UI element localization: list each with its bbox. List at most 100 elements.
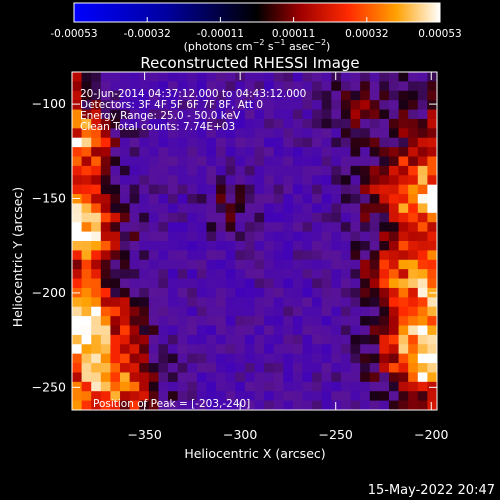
- heatmap-cell: [110, 278, 121, 289]
- heatmap-cell: [206, 100, 217, 111]
- y-tick-label: −150: [32, 191, 66, 206]
- heatmap-cell: [398, 156, 409, 167]
- heatmap-cell: [72, 297, 83, 308]
- heatmap-cell: [369, 81, 380, 92]
- heatmap-cell: [321, 278, 332, 289]
- heatmap-cell: [206, 241, 217, 251]
- heatmap-cell: [350, 184, 361, 195]
- heatmap-cell: [264, 118, 275, 129]
- heatmap-cell: [379, 259, 390, 270]
- heatmap-cell: [398, 269, 409, 280]
- heatmap-cell: [177, 372, 188, 383]
- heatmap-cell: [254, 81, 265, 92]
- heatmap-cell: [187, 165, 198, 176]
- heatmap-cell: [273, 278, 284, 289]
- heatmap-cell: [379, 156, 390, 167]
- heatmap-cell: [312, 231, 323, 242]
- heatmap-cell: [302, 278, 313, 289]
- heatmap-cell: [225, 118, 236, 129]
- heatmap-cell: [110, 165, 121, 176]
- heatmap-cell: [177, 128, 188, 139]
- heatmap-cell: [72, 344, 83, 355]
- heatmap-cell: [158, 287, 169, 298]
- heatmap-cell: [388, 287, 400, 298]
- heatmap-cell: [177, 203, 188, 214]
- heatmap-cell: [388, 259, 400, 270]
- heatmap-cell: [100, 156, 112, 167]
- heatmap-cell: [273, 128, 284, 139]
- heatmap-cell: [120, 334, 131, 345]
- heatmap-cell: [331, 212, 342, 223]
- heatmap-cell: [216, 325, 227, 336]
- heatmap-cell: [206, 344, 217, 355]
- heatmap-cell: [292, 372, 304, 383]
- heatmap-cell: [350, 334, 361, 345]
- heatmap-cell: [225, 90, 236, 101]
- heatmap-cell: [254, 90, 265, 101]
- heatmap-cell: [417, 344, 428, 355]
- heatmap-cell: [379, 147, 390, 158]
- heatmap-cell: [254, 165, 265, 176]
- heatmap-cell: [283, 259, 294, 270]
- heatmap-cell: [302, 165, 313, 176]
- heatmap-cell: [148, 231, 160, 242]
- heatmap-cell: [273, 165, 284, 176]
- heatmap-cell: [225, 100, 236, 111]
- heatmap-cell: [321, 287, 332, 298]
- heatmap-cell: [81, 147, 92, 158]
- heatmap-cell: [254, 118, 265, 129]
- heatmap-cell: [273, 212, 284, 223]
- heatmap-cell: [379, 222, 390, 233]
- heatmap-cell: [225, 147, 236, 158]
- heatmap-cell: [72, 325, 83, 336]
- heatmap-cell: [225, 278, 236, 289]
- heatmap-cell: [177, 278, 188, 289]
- heatmap-cell: [148, 175, 160, 186]
- heatmap-cell: [379, 184, 390, 195]
- heatmap-cell: [408, 316, 419, 327]
- heatmap-cell: [369, 334, 380, 345]
- heatmap-cell: [206, 391, 217, 402]
- heatmap-cell: [302, 344, 313, 355]
- heatmap-cell: [388, 72, 400, 82]
- heatmap-cell: [196, 250, 208, 261]
- heatmap-cell: [225, 363, 236, 374]
- heatmap-cell: [148, 259, 160, 270]
- heatmap-cell: [302, 194, 313, 205]
- heatmap-cell: [235, 353, 246, 364]
- heatmap-cell: [302, 391, 313, 402]
- heatmap-cell: [302, 156, 313, 167]
- heatmap-cell: [187, 287, 198, 298]
- heatmap-cell: [235, 391, 246, 402]
- heatmap-cell: [206, 250, 217, 261]
- heatmap-cell: [196, 391, 208, 402]
- heatmap-cell: [206, 156, 217, 167]
- heatmap-cell: [148, 344, 160, 355]
- heatmap-cell: [379, 381, 390, 392]
- heatmap-cell: [72, 203, 83, 214]
- heatmap-cell: [129, 259, 140, 270]
- heatmap-cell: [196, 128, 208, 139]
- heatmap-cell: [148, 306, 160, 317]
- heatmap-cell: [360, 137, 371, 148]
- heatmap-cell: [235, 316, 246, 327]
- heatmap-cell: [254, 212, 265, 223]
- heatmap-cell: [408, 306, 419, 317]
- heatmap-cell: [340, 81, 352, 92]
- heatmap-cell: [379, 137, 390, 148]
- heatmap-cell: [72, 306, 83, 317]
- heatmap-cell: [408, 381, 419, 392]
- heatmap-cell: [417, 325, 428, 336]
- heatmap-cell: [110, 269, 121, 280]
- heatmap-cell: [235, 241, 246, 251]
- annotation-energy: Energy Range: 25.0 - 50.0 keV: [80, 110, 241, 122]
- heatmap-cell: [408, 391, 419, 402]
- heatmap-cell: [292, 128, 304, 139]
- heatmap-cell: [398, 128, 409, 139]
- heatmap-cell: [254, 184, 265, 195]
- heatmap-cell: [168, 250, 179, 261]
- heatmap-cell: [244, 203, 256, 214]
- heatmap-cell: [129, 203, 140, 214]
- heatmap-cell: [216, 250, 227, 261]
- heatmap-cell: [264, 297, 275, 308]
